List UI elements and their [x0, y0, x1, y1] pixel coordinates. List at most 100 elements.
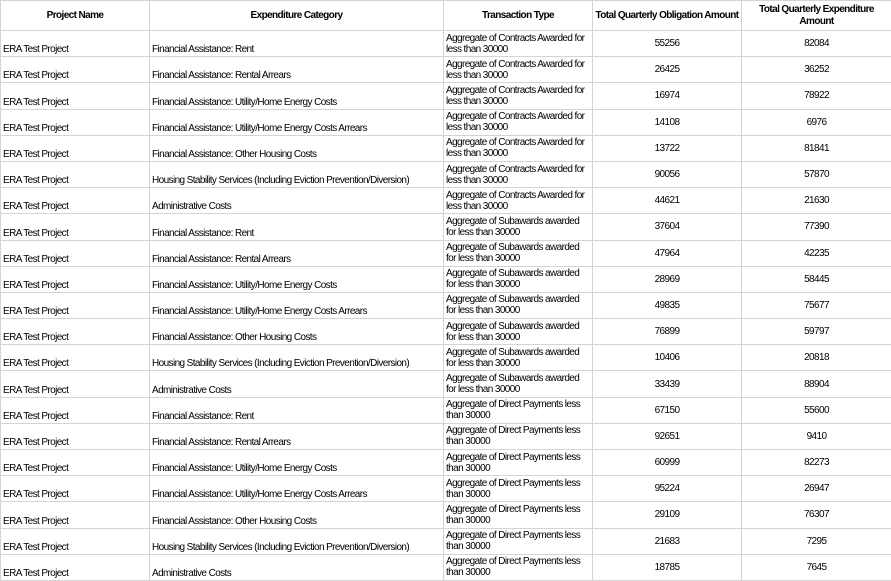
obligation-amount-cell[interactable]: 90056	[593, 161, 742, 187]
expenditure-category-cell[interactable]: Housing Stability Services (Including Ev…	[150, 161, 444, 187]
obligation-amount-cell[interactable]: 14108	[593, 109, 742, 135]
expenditure-category-cell[interactable]: Financial Assistance: Rent	[150, 214, 444, 240]
project-name-cell[interactable]: ERA Test Project	[1, 554, 150, 580]
transaction-type-cell[interactable]: Aggregate of Subawards awarded for less …	[444, 214, 593, 240]
expenditure-amount-cell[interactable]: 42235	[742, 240, 891, 266]
project-name-cell[interactable]: ERA Test Project	[1, 161, 150, 187]
project-name-cell[interactable]: ERA Test Project	[1, 135, 150, 161]
project-name-cell[interactable]: ERA Test Project	[1, 292, 150, 318]
expenditure-amount-cell[interactable]: 58445	[742, 266, 891, 292]
transaction-type-cell[interactable]: Aggregate of Direct Payments less than 3…	[444, 450, 593, 476]
obligation-amount-cell[interactable]: 29109	[593, 502, 742, 528]
expenditure-category-cell[interactable]: Financial Assistance: Utility/Home Energ…	[150, 476, 444, 502]
transaction-type-cell[interactable]: Aggregate of Subawards awarded for less …	[444, 345, 593, 371]
transaction-type-cell[interactable]: Aggregate of Direct Payments less than 3…	[444, 476, 593, 502]
project-name-cell[interactable]: ERA Test Project	[1, 371, 150, 397]
header-obligation-amount[interactable]: Total Quarterly Obligation Amount	[593, 1, 742, 31]
expenditure-category-cell[interactable]: Financial Assistance: Utility/Home Energ…	[150, 292, 444, 318]
transaction-type-cell[interactable]: Aggregate of Contracts Awarded for less …	[444, 161, 593, 187]
project-name-cell[interactable]: ERA Test Project	[1, 240, 150, 266]
obligation-amount-cell[interactable]: 13722	[593, 135, 742, 161]
obligation-amount-cell[interactable]: 95224	[593, 476, 742, 502]
transaction-type-cell[interactable]: Aggregate of Contracts Awarded for less …	[444, 83, 593, 109]
transaction-type-cell[interactable]: Aggregate of Contracts Awarded for less …	[444, 188, 593, 214]
obligation-amount-cell[interactable]: 47964	[593, 240, 742, 266]
expenditure-category-cell[interactable]: Financial Assistance: Utility/Home Energ…	[150, 266, 444, 292]
obligation-amount-cell[interactable]: 16974	[593, 83, 742, 109]
expenditure-amount-cell[interactable]: 82273	[742, 450, 891, 476]
expenditure-category-cell[interactable]: Financial Assistance: Utility/Home Energ…	[150, 450, 444, 476]
expenditure-amount-cell[interactable]: 76307	[742, 502, 891, 528]
expenditure-amount-cell[interactable]: 55600	[742, 397, 891, 423]
project-name-cell[interactable]: ERA Test Project	[1, 57, 150, 83]
obligation-amount-cell[interactable]: 37604	[593, 214, 742, 240]
expenditure-category-cell[interactable]: Financial Assistance: Rental Arrears	[150, 423, 444, 449]
obligation-amount-cell[interactable]: 44621	[593, 188, 742, 214]
expenditure-amount-cell[interactable]: 20818	[742, 345, 891, 371]
expenditure-category-cell[interactable]: Financial Assistance: Rent	[150, 397, 444, 423]
transaction-type-cell[interactable]: Aggregate of Contracts Awarded for less …	[444, 57, 593, 83]
transaction-type-cell[interactable]: Aggregate of Subawards awarded for less …	[444, 266, 593, 292]
expenditure-category-cell[interactable]: Financial Assistance: Other Housing Cost…	[150, 135, 444, 161]
expenditure-category-cell[interactable]: Financial Assistance: Other Housing Cost…	[150, 319, 444, 345]
expenditure-category-cell[interactable]: Financial Assistance: Utility/Home Energ…	[150, 83, 444, 109]
project-name-cell[interactable]: ERA Test Project	[1, 266, 150, 292]
obligation-amount-cell[interactable]: 92651	[593, 423, 742, 449]
expenditure-amount-cell[interactable]: 77390	[742, 214, 891, 240]
expenditure-amount-cell[interactable]: 7295	[742, 528, 891, 554]
transaction-type-cell[interactable]: Aggregate of Subawards awarded for less …	[444, 319, 593, 345]
expenditure-amount-cell[interactable]: 6976	[742, 109, 891, 135]
expenditure-amount-cell[interactable]: 36252	[742, 57, 891, 83]
header-project-name[interactable]: Project Name	[1, 1, 150, 31]
transaction-type-cell[interactable]: Aggregate of Subawards awarded for less …	[444, 240, 593, 266]
transaction-type-cell[interactable]: Aggregate of Contracts Awarded for less …	[444, 31, 593, 57]
project-name-cell[interactable]: ERA Test Project	[1, 188, 150, 214]
obligation-amount-cell[interactable]: 55256	[593, 31, 742, 57]
expenditure-category-cell[interactable]: Administrative Costs	[150, 554, 444, 580]
obligation-amount-cell[interactable]: 18785	[593, 554, 742, 580]
expenditure-category-cell[interactable]: Financial Assistance: Utility/Home Energ…	[150, 109, 444, 135]
expenditure-amount-cell[interactable]: 78922	[742, 83, 891, 109]
transaction-type-cell[interactable]: Aggregate of Direct Payments less than 3…	[444, 502, 593, 528]
project-name-cell[interactable]: ERA Test Project	[1, 214, 150, 240]
project-name-cell[interactable]: ERA Test Project	[1, 476, 150, 502]
expenditure-category-cell[interactable]: Financial Assistance: Rental Arrears	[150, 240, 444, 266]
expenditure-amount-cell[interactable]: 82084	[742, 31, 891, 57]
obligation-amount-cell[interactable]: 21683	[593, 528, 742, 554]
project-name-cell[interactable]: ERA Test Project	[1, 397, 150, 423]
expenditure-amount-cell[interactable]: 81841	[742, 135, 891, 161]
header-expenditure-amount[interactable]: Total Quarterly Expenditure Amount	[742, 1, 891, 31]
transaction-type-cell[interactable]: Aggregate of Contracts Awarded for less …	[444, 135, 593, 161]
expenditure-category-cell[interactable]: Financial Assistance: Rental Arrears	[150, 57, 444, 83]
project-name-cell[interactable]: ERA Test Project	[1, 319, 150, 345]
header-transaction-type[interactable]: Transaction Type	[444, 1, 593, 31]
obligation-amount-cell[interactable]: 33439	[593, 371, 742, 397]
project-name-cell[interactable]: ERA Test Project	[1, 450, 150, 476]
expenditure-category-cell[interactable]: Administrative Costs	[150, 188, 444, 214]
project-name-cell[interactable]: ERA Test Project	[1, 31, 150, 57]
transaction-type-cell[interactable]: Aggregate of Direct Payments less than 3…	[444, 397, 593, 423]
project-name-cell[interactable]: ERA Test Project	[1, 345, 150, 371]
obligation-amount-cell[interactable]: 67150	[593, 397, 742, 423]
obligation-amount-cell[interactable]: 76899	[593, 319, 742, 345]
transaction-type-cell[interactable]: Aggregate of Direct Payments less than 3…	[444, 423, 593, 449]
expenditure-amount-cell[interactable]: 7645	[742, 554, 891, 580]
obligation-amount-cell[interactable]: 60999	[593, 450, 742, 476]
expenditure-category-cell[interactable]: Housing Stability Services (Including Ev…	[150, 345, 444, 371]
transaction-type-cell[interactable]: Aggregate of Subawards awarded for less …	[444, 292, 593, 318]
expenditure-amount-cell[interactable]: 57870	[742, 161, 891, 187]
header-expenditure-category[interactable]: Expenditure Category	[150, 1, 444, 31]
transaction-type-cell[interactable]: Aggregate of Contracts Awarded for less …	[444, 109, 593, 135]
transaction-type-cell[interactable]: Aggregate of Direct Payments less than 3…	[444, 528, 593, 554]
expenditure-category-cell[interactable]: Administrative Costs	[150, 371, 444, 397]
project-name-cell[interactable]: ERA Test Project	[1, 528, 150, 554]
obligation-amount-cell[interactable]: 26425	[593, 57, 742, 83]
expenditure-amount-cell[interactable]: 21630	[742, 188, 891, 214]
obligation-amount-cell[interactable]: 10406	[593, 345, 742, 371]
obligation-amount-cell[interactable]: 28969	[593, 266, 742, 292]
expenditure-amount-cell[interactable]: 88904	[742, 371, 891, 397]
transaction-type-cell[interactable]: Aggregate of Direct Payments less than 3…	[444, 554, 593, 580]
project-name-cell[interactable]: ERA Test Project	[1, 109, 150, 135]
project-name-cell[interactable]: ERA Test Project	[1, 502, 150, 528]
expenditure-amount-cell[interactable]: 75677	[742, 292, 891, 318]
